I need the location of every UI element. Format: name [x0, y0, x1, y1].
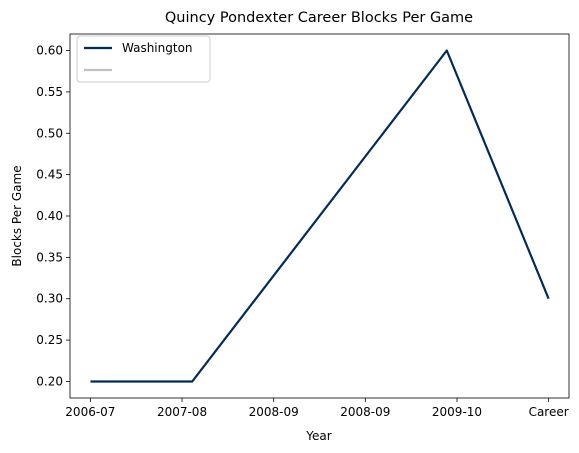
x-tick-label: 2006-07 — [65, 405, 115, 419]
x-tick-label: 2008-09 — [340, 405, 390, 419]
y-tick-label: 0.35 — [36, 250, 63, 264]
y-axis-label: Blocks Per Game — [10, 165, 24, 266]
series-line-washington — [90, 49, 550, 383]
x-tick-label: Career — [529, 405, 569, 419]
legend-label-washington: Washington — [122, 41, 193, 55]
y-tick-label: 0.60 — [36, 44, 63, 58]
x-axis: 2006-07 2007-08 2008-09 2008-09 2009-10 Caree… — [65, 398, 569, 419]
x-tick-label: 2007-08 — [157, 405, 207, 419]
chart-title: Quincy Pondexter Career Blocks Per Game — [165, 10, 473, 26]
x-tick-label: 2008-09 — [249, 405, 299, 419]
y-tick-label: 0.45 — [36, 168, 63, 182]
y-tick-label: 0.50 — [36, 126, 63, 140]
legend: Washington — [76, 35, 211, 83]
y-tick-label: 0.25 — [36, 333, 63, 347]
x-axis-label: Year — [305, 429, 331, 443]
y-tick-label: 0.40 — [36, 209, 63, 223]
y-tick-label: 0.30 — [36, 292, 63, 306]
y-tick-label: 0.20 — [36, 374, 63, 388]
y-axis: 0.20 0.25 0.30 0.35 0.40 0.45 0.50 0.55 0.60 — [36, 44, 70, 388]
series-layer — [90, 49, 550, 383]
x-tick-label: 2009-10 — [432, 405, 482, 419]
y-tick-label: 0.55 — [36, 85, 63, 99]
